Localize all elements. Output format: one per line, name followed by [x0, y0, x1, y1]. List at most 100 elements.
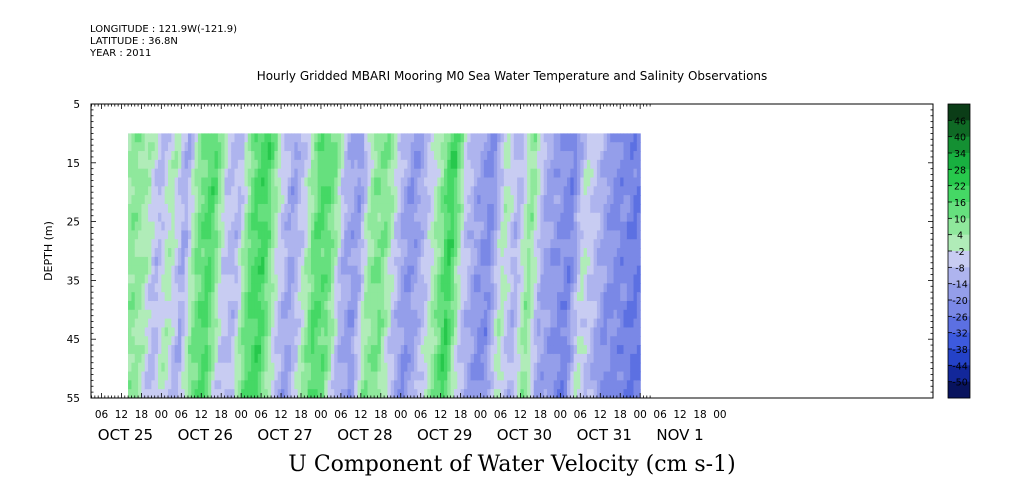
heatmap-cell	[583, 133, 588, 143]
heatmap-cell	[440, 265, 445, 276]
heatmap-cell	[394, 203, 399, 214]
heatmap-cell	[616, 256, 621, 267]
heatmap-cell	[364, 142, 369, 152]
heatmap-cell	[553, 345, 558, 355]
heatmap-cell	[550, 203, 555, 214]
heatmap-cell	[387, 186, 392, 196]
heatmap-cell	[161, 142, 166, 152]
heatmap-cell	[284, 283, 289, 293]
heatmap-cell	[234, 336, 239, 346]
heatmap-cell	[414, 336, 418, 346]
heatmap-cell	[533, 389, 538, 398]
heatmap-cell	[370, 292, 375, 302]
heatmap-cell	[400, 371, 405, 381]
heatmap-cell	[440, 300, 445, 311]
heatmap-cell	[197, 142, 202, 152]
heatmap-cell	[214, 177, 219, 187]
heatmap-cell	[576, 274, 581, 284]
heatmap-cell	[606, 212, 611, 223]
heatmap-cell	[620, 212, 625, 223]
heatmap-cell	[294, 362, 299, 373]
heatmap-cell	[131, 203, 136, 214]
heatmap-cell	[151, 353, 156, 364]
heatmap-cell	[547, 371, 551, 381]
heatmap-cell	[547, 345, 551, 355]
heatmap-cell	[553, 309, 558, 320]
heatmap-cell	[184, 389, 189, 398]
heatmap-cell	[384, 177, 389, 187]
heatmap-cell	[490, 159, 495, 170]
heatmap-cell	[284, 292, 289, 302]
heatmap-cell	[580, 256, 585, 267]
heatmap-cell	[211, 389, 216, 398]
heatmap-cell	[394, 186, 399, 196]
heatmap-cell	[144, 318, 149, 329]
heatmap-cell	[307, 230, 312, 240]
heatmap-cell	[523, 239, 528, 249]
heatmap-cell	[264, 353, 269, 364]
heatmap-cell	[600, 292, 605, 302]
heatmap-cell	[590, 168, 595, 179]
heatmap-cell	[480, 212, 485, 223]
heatmap-cell	[184, 142, 189, 152]
heatmap-cell	[244, 274, 249, 284]
heatmap-cell	[540, 203, 545, 214]
heatmap-cell	[380, 195, 385, 205]
heatmap-cell	[217, 318, 222, 329]
heatmap-cell	[324, 142, 329, 152]
heatmap-cell	[590, 380, 595, 390]
heatmap-cell	[470, 203, 475, 214]
heatmap-cell	[586, 283, 591, 293]
heatmap-cell	[394, 380, 399, 390]
heatmap-cell	[367, 336, 372, 346]
heatmap-cell	[430, 195, 435, 205]
heatmap-cell	[237, 274, 242, 284]
heatmap-cell	[247, 292, 252, 302]
heatmap-cell	[513, 212, 518, 223]
heatmap-cell	[533, 195, 538, 205]
heatmap-cell	[158, 389, 162, 398]
heatmap-cell	[297, 151, 302, 161]
heatmap-cell	[367, 168, 372, 179]
heatmap-cell	[397, 371, 402, 381]
heatmap-cell	[543, 283, 548, 293]
heatmap-cell	[477, 186, 482, 196]
heatmap-cell	[467, 309, 472, 320]
heatmap-cell	[217, 256, 222, 267]
heatmap-cell	[227, 195, 232, 205]
heatmap-cell	[374, 362, 379, 373]
heatmap-cell	[310, 362, 315, 373]
heatmap-cell	[194, 283, 199, 293]
heatmap-cell	[174, 274, 179, 284]
heatmap-cell	[384, 256, 389, 267]
heatmap-cell	[404, 186, 408, 196]
heatmap-cell	[264, 195, 269, 205]
heatmap-cell	[633, 256, 638, 267]
heatmap-cell	[503, 248, 508, 258]
heatmap-cell	[390, 353, 395, 364]
heatmap-cell	[390, 151, 395, 161]
heatmap-cell	[437, 336, 442, 346]
heatmap-cell	[473, 389, 478, 398]
heatmap-cell	[320, 292, 325, 302]
heatmap-cell	[134, 159, 139, 170]
heatmap-cell	[154, 309, 159, 320]
heatmap-cell	[317, 300, 322, 311]
heatmap-cell	[623, 318, 628, 329]
heatmap-cell	[570, 389, 575, 398]
heatmap-cell	[211, 265, 216, 276]
heatmap-cell	[410, 283, 415, 293]
heatmap-cell	[490, 212, 495, 223]
heatmap-cell	[158, 142, 162, 152]
heatmap-cell	[493, 256, 498, 267]
heatmap-cell	[460, 389, 465, 398]
heatmap-cell	[503, 203, 508, 214]
heatmap-cell	[141, 389, 146, 398]
heatmap-cell	[251, 292, 256, 302]
heatmap-cell	[177, 195, 182, 205]
heatmap-cell	[397, 265, 402, 276]
heatmap-cell	[138, 362, 142, 373]
heatmap-cell	[404, 239, 408, 249]
heatmap-cell	[583, 389, 588, 398]
heatmap-cell	[370, 177, 375, 187]
